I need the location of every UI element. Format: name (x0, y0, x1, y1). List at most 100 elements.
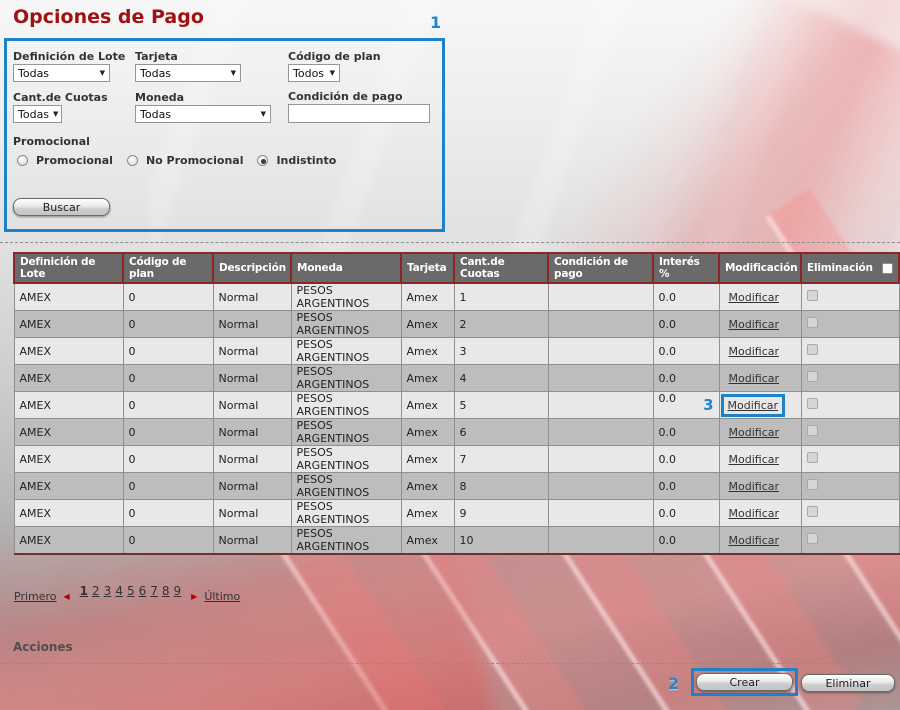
modificar-link[interactable]: Modificar (728, 479, 780, 493)
pagination-page-3[interactable]: 3 (103, 584, 112, 598)
promocional-group-label: Promocional (13, 135, 90, 148)
arrow-right-icon[interactable]: ▶ (191, 591, 198, 601)
row-checkbox[interactable] (806, 425, 818, 436)
row-checkbox[interactable] (806, 371, 818, 382)
cell-interes: 0.0 (652, 418, 720, 446)
chevron-down-icon: ▼ (99, 68, 105, 77)
cell-codigo-plan: 0 (122, 499, 214, 527)
modificar-link[interactable]: Modificar (728, 290, 780, 304)
row-checkbox[interactable] (806, 344, 818, 355)
cell-interes: 0.0 (652, 310, 720, 338)
cell-moneda: PESOS ARGENTINOS (290, 526, 402, 555)
annotation-step-2: 2 (668, 674, 680, 693)
cell-codigo-plan: 0 (122, 310, 214, 338)
cell-definicion-lote: AMEX (13, 472, 124, 500)
cell-modificacion: Modificar (718, 418, 802, 446)
modificar-link[interactable]: Modificar (728, 452, 780, 466)
eliminar-button[interactable]: Eliminar (801, 674, 895, 692)
codigo-plan-select[interactable]: Todos ▼ (288, 64, 340, 82)
cell-cant-cuotas: 6 (453, 418, 549, 446)
cell-codigo-plan: 0 (122, 418, 214, 446)
pagination-page-9[interactable]: 9 (173, 584, 182, 598)
radio-label: Indistinto (276, 154, 337, 167)
modificar-link[interactable]: Modificar (728, 425, 780, 439)
row-checkbox[interactable] (806, 290, 818, 301)
modificar-link[interactable]: Modificar (728, 371, 780, 385)
tarjeta-select[interactable]: Todas ▼ (135, 64, 241, 82)
row-checkbox[interactable] (806, 479, 818, 490)
cell-cant-cuotas: 9 (453, 499, 549, 527)
pagination-page-4[interactable]: 4 (115, 584, 123, 598)
cell-cant-cuotas: 3 (453, 337, 549, 365)
pagination-page-5[interactable]: 5 (126, 584, 135, 598)
row-checkbox[interactable] (806, 317, 818, 328)
cell-condicion-pago (547, 445, 654, 473)
moneda-select[interactable]: Todas ▼ (135, 105, 271, 123)
cell-eliminacion (800, 364, 900, 392)
select-value: Todas (140, 107, 172, 121)
row-checkbox[interactable] (806, 452, 818, 463)
select-all-checkbox[interactable] (882, 262, 893, 274)
definicion-lote-select[interactable]: Todas ▼ (13, 64, 110, 82)
pagination-primero[interactable]: Primero (14, 589, 57, 603)
cant-cuotas-select[interactable]: Todas ▼ (13, 105, 62, 123)
cell-modificacion: Modificar (718, 282, 802, 311)
cell-tarjeta: Amex (400, 418, 455, 446)
arrow-left-icon[interactable]: ◀ (63, 591, 70, 601)
row-checkbox[interactable] (806, 533, 818, 544)
header-condicion-pago: Condición de pago (547, 252, 654, 284)
cell-eliminacion (800, 391, 900, 419)
cell-descripcion: Normal (212, 337, 292, 365)
acciones-heading: Acciones (13, 640, 73, 654)
cell-modificacion: Modificar (718, 337, 802, 365)
cell-condicion-pago (547, 391, 654, 419)
table-body: AMEX 0 Normal PESOS ARGENTINOS Amex 1 0.… (13, 282, 900, 555)
chevron-down-icon: ▼ (329, 68, 335, 77)
modificar-link[interactable]: Modificar (728, 344, 780, 358)
pagination-page-2[interactable]: 2 (92, 584, 100, 598)
row-checkbox[interactable] (806, 506, 818, 517)
cell-tarjeta: Amex (400, 282, 455, 311)
cell-modificacion: Modificar (718, 445, 802, 473)
table-row: AMEX 0 Normal PESOS ARGENTINOS Amex 5 0.… (13, 391, 900, 419)
cell-interes: 0.0 (652, 445, 720, 473)
table-row: AMEX 0 Normal PESOS ARGENTINOS Amex 2 0.… (13, 310, 900, 338)
chevron-down-icon: ▼ (230, 68, 236, 77)
modificar-link[interactable]: Modificar (727, 398, 779, 412)
header-codigo-plan: Código de plan (122, 252, 214, 284)
modificar-link[interactable]: Modificar (728, 533, 780, 547)
cell-modificacion: Modificar (718, 499, 802, 527)
cell-tarjeta: Amex (400, 337, 455, 365)
cell-codigo-plan: 0 (122, 337, 214, 365)
radio-indistinto[interactable]: Indistinto (257, 154, 336, 167)
cell-cant-cuotas: 4 (453, 364, 549, 392)
cell-tarjeta: Amex (400, 391, 455, 419)
pagination-page-7[interactable]: 7 (150, 584, 158, 598)
cell-definicion-lote: AMEX (13, 310, 124, 338)
pagination-page-8[interactable]: 8 (161, 584, 170, 598)
condicion-pago-input[interactable] (288, 104, 430, 123)
pagination-page-6[interactable]: 6 (138, 584, 147, 598)
pagination-page-1[interactable]: 1 (79, 584, 89, 598)
cell-cant-cuotas: 8 (453, 472, 549, 500)
moneda-label: Moneda (135, 91, 185, 104)
cell-definicion-lote: AMEX (13, 499, 124, 527)
select-value: Todas (140, 66, 172, 80)
buscar-button[interactable]: Buscar (13, 198, 110, 216)
modificar-link[interactable]: Modificar (728, 506, 780, 520)
header-moneda: Moneda (290, 252, 402, 284)
radio-promocional[interactable]: Promocional (17, 154, 113, 167)
cell-interes: 0.0 (652, 526, 720, 555)
cell-descripcion: Normal (212, 445, 292, 473)
modificar-link[interactable]: Modificar (728, 317, 780, 331)
payment-options-table: Definición de Lote Código de plan Descri… (13, 252, 900, 555)
cell-codigo-plan: 0 (122, 282, 214, 311)
row-checkbox[interactable] (806, 398, 818, 409)
table-row: AMEX 0 Normal PESOS ARGENTINOS Amex 3 0.… (13, 337, 900, 365)
condicion-pago-label: Condición de pago (288, 90, 403, 103)
crear-button[interactable]: Crear (696, 673, 793, 691)
pagination-ultimo[interactable]: Último (204, 589, 241, 603)
cell-condicion-pago (547, 364, 654, 392)
radio-no-promocional[interactable]: No Promocional (126, 154, 243, 167)
